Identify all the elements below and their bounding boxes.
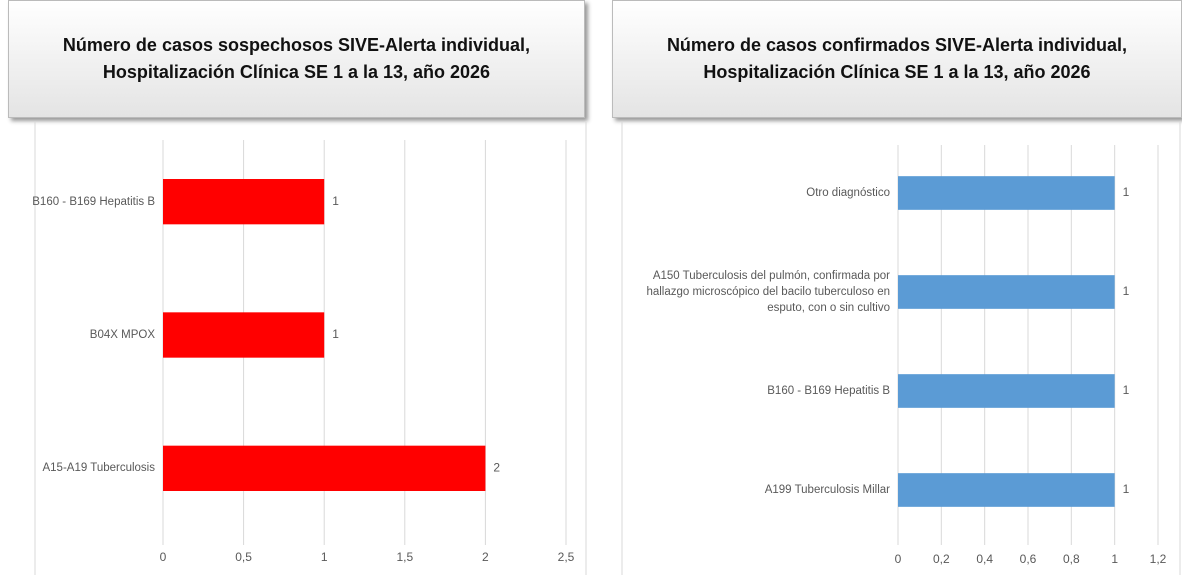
data-label: 1 [1123,185,1130,199]
chart-title: Hospitalización Clínica SE 1 a la 13, añ… [703,62,1091,82]
title-box: Número de casos confirmados SIVE-Alerta … [612,0,1182,118]
bar [898,374,1115,408]
y-tick-label: A150 Tuberculosis del pulmón, confirmada… [646,270,890,314]
data-label: 2 [493,461,500,475]
x-tick-label: 2 [482,550,489,564]
data-label: 1 [1123,284,1130,298]
bar [898,473,1115,507]
bar [163,445,486,491]
x-tick-label: 0,4 [976,552,993,566]
y-tick-label: A199 Tuberculosis Millar [764,484,890,496]
chart-title: Hospitalización Clínica SE 1 a la 13, añ… [102,62,491,82]
x-tick-label: 0,2 [933,552,950,566]
x-tick-label: 0,8 [1063,552,1080,566]
bar [898,275,1115,309]
y-tick-label: B160 - B169 Hepatitis B [767,385,890,397]
data-label: 1 [1123,482,1130,496]
bar [163,312,325,358]
x-tick-label: 0,5 [235,550,252,564]
y-tick-label: B160 - B169 Hepatitis B [32,195,155,208]
x-tick-label: 1 [321,550,328,564]
x-tick-label: 0 [895,552,902,566]
chart-title: Número de casos sospechosos SIVE-Alerta … [62,35,531,55]
x-tick-label: 0 [160,550,167,564]
data-label: 1 [1123,383,1130,397]
y-tick-label: A15-A19 Tuberculosis [42,462,155,475]
x-tick-label: 1,5 [396,550,413,564]
data-label: 1 [332,194,339,208]
chart-title: Número de casos confirmados SIVE-Alerta … [666,35,1128,55]
data-label: 1 [332,327,339,341]
x-tick-label: 2,5 [558,550,575,564]
y-tick-label: Otro diagnóstico [806,187,890,199]
x-tick-label: 1 [1111,552,1118,566]
x-tick-label: 1,2 [1150,552,1167,566]
title-box: Número de casos sospechosos SIVE-Alerta … [8,0,585,118]
bar [163,179,325,225]
bar [898,176,1115,210]
y-tick-label: B04X MPOX [89,329,155,341]
x-tick-label: 0,6 [1020,552,1037,566]
